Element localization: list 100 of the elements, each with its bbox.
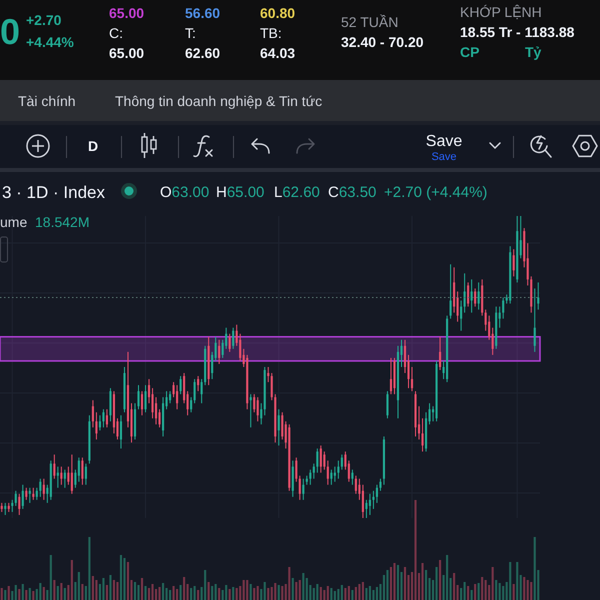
bar — [512, 584, 515, 600]
text: TB: — [260, 25, 282, 41]
bar — [340, 585, 343, 600]
bar — [137, 585, 140, 600]
candlestick — [326, 460, 329, 486]
bar — [404, 567, 406, 600]
bar — [376, 587, 378, 600]
candlestick — [84, 463, 87, 486]
candlestick — [56, 466, 59, 488]
candlestick — [512, 248, 515, 277]
candlestick — [140, 390, 144, 416]
candlestick — [102, 408, 104, 428]
candlestick — [534, 288, 536, 352]
bar — [396, 565, 400, 600]
bar — [439, 560, 442, 600]
text: 65.00 — [226, 184, 264, 201]
text: T: — [185, 25, 196, 41]
candlestick — [92, 400, 94, 428]
bar — [140, 578, 144, 600]
bar — [53, 580, 56, 600]
text: Save — [426, 133, 462, 150]
candlestick — [474, 288, 476, 308]
bar — [172, 586, 175, 600]
bar — [270, 587, 273, 600]
bar — [281, 586, 284, 600]
candlestick — [64, 469, 66, 488]
text: 62.60 — [282, 184, 320, 201]
candlestick — [365, 499, 368, 518]
candlestick — [42, 478, 45, 500]
candlestick — [295, 457, 298, 482]
candlestick — [98, 414, 101, 431]
candlestick — [421, 418, 424, 452]
bar — [323, 590, 326, 600]
bar — [274, 583, 276, 600]
candlestick — [386, 390, 389, 419]
bar — [351, 590, 354, 600]
candlestick — [467, 282, 470, 308]
candlestick — [120, 414, 122, 450]
candlestick — [70, 454, 73, 494]
bar — [22, 584, 24, 600]
bar — [334, 591, 336, 600]
bar — [116, 582, 119, 600]
candlestick — [362, 484, 364, 518]
candlestick — [376, 484, 378, 504]
bar — [390, 567, 392, 600]
candlestick — [340, 454, 343, 470]
candlestick — [180, 376, 182, 395]
bar — [526, 580, 529, 600]
text: 32.40 - 70.20 — [341, 34, 424, 50]
text: Tỷ — [525, 44, 542, 60]
text: 52 TUẦN — [341, 14, 398, 30]
bar — [70, 560, 73, 600]
bar — [126, 562, 130, 600]
candlestick — [256, 396, 259, 422]
bar — [320, 587, 322, 600]
bar — [393, 563, 396, 600]
candlestick — [194, 378, 196, 404]
candlestick — [25, 487, 28, 500]
bar — [144, 586, 147, 600]
bar — [180, 585, 182, 600]
text: Thông tin doanh nghiệp & Tin tức — [115, 93, 322, 109]
bar — [326, 586, 329, 600]
bar — [8, 586, 10, 600]
bar — [295, 582, 298, 600]
text: 62.60 — [185, 45, 220, 61]
candlestick — [232, 327, 234, 350]
candlestick — [372, 490, 374, 510]
candlestick — [379, 478, 382, 492]
bar — [253, 588, 256, 600]
chart-title: 3 · 1D · Index — [2, 183, 106, 202]
candlestick — [281, 412, 284, 440]
bar — [134, 582, 136, 600]
bar — [60, 583, 62, 600]
candlestick — [81, 457, 84, 486]
text: +2.70 — [26, 12, 62, 28]
candlestick — [464, 272, 466, 314]
candlestick — [169, 390, 172, 404]
bar — [523, 577, 526, 600]
bar — [264, 582, 266, 600]
bar — [478, 583, 480, 600]
candlestick — [334, 466, 336, 482]
bar — [28, 588, 31, 600]
bar — [194, 586, 196, 600]
bar — [42, 587, 45, 600]
bar — [88, 537, 90, 600]
text: C: — [109, 25, 123, 41]
text: H — [216, 184, 227, 201]
candlestick — [309, 469, 312, 486]
candlestick — [267, 366, 270, 383]
bar — [421, 563, 424, 600]
text: D — [88, 138, 98, 154]
bar — [386, 570, 389, 600]
text: C63.50 — [328, 184, 376, 201]
bar — [354, 587, 357, 600]
candlestick — [144, 384, 147, 413]
candlestick — [22, 484, 24, 510]
bar — [211, 586, 214, 600]
text: 18.55 Tr - 1183.88 — [460, 24, 575, 40]
bar — [509, 562, 512, 600]
candlestick — [36, 487, 38, 500]
